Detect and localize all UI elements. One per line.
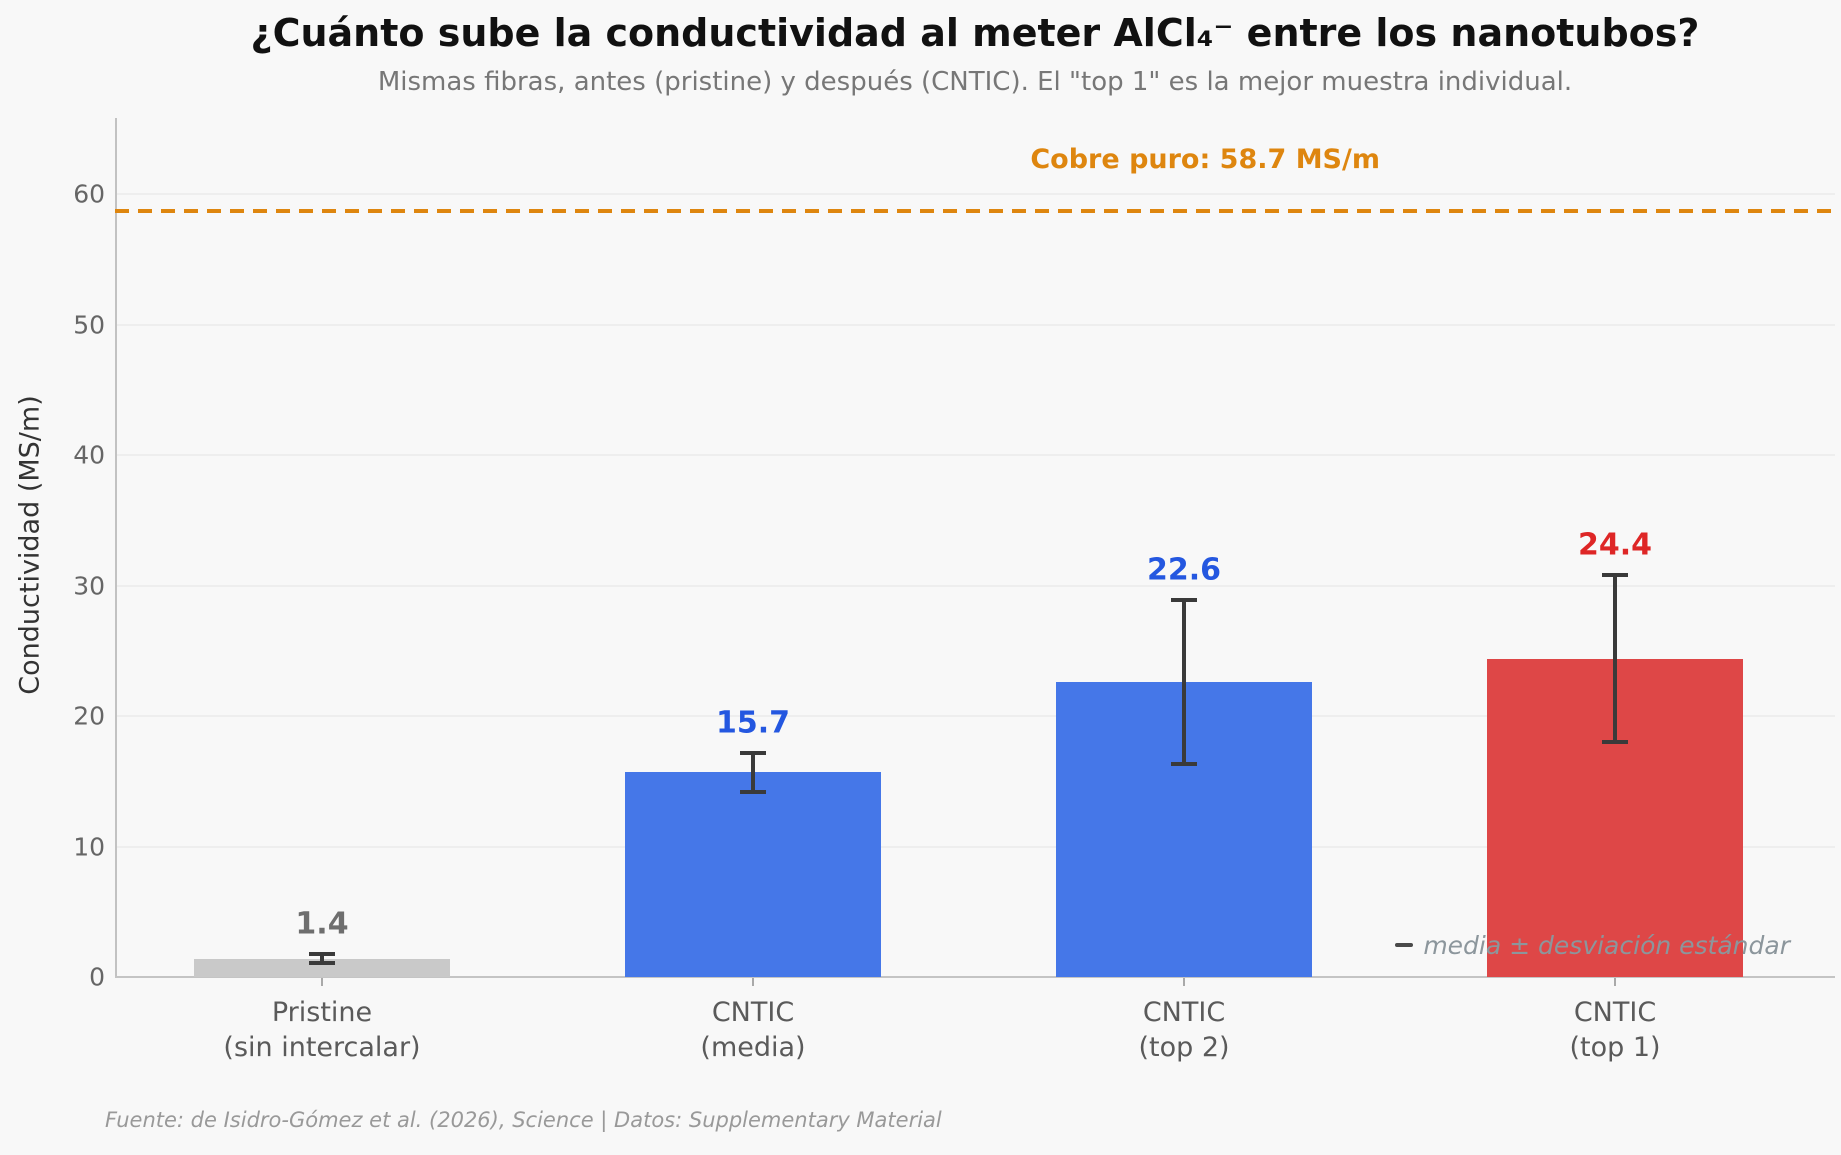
chart-subtitle: Mismas fibras, antes (pristine) y despué… — [377, 67, 1573, 97]
chart-header: ¿Cuánto sube la conductividad al meter A… — [115, 0, 1835, 99]
bar — [194, 958, 450, 977]
y-axis-spine — [115, 118, 117, 977]
gridline — [115, 323, 1835, 326]
error-bar-cap-top — [309, 952, 335, 957]
error-bar-cap-top — [1602, 573, 1628, 578]
error-bar-stem — [1613, 575, 1617, 743]
bar-value-label: 15.7 — [715, 705, 791, 741]
y-tick-label: 50 — [73, 310, 105, 339]
reference-line — [115, 208, 1835, 213]
y-tick-label: 10 — [73, 832, 105, 861]
bar — [625, 772, 881, 977]
x-tick-mark — [1614, 978, 1616, 986]
error-bar-cap-bottom — [740, 789, 766, 794]
x-tick-label: CNTIC (top 1) — [1569, 997, 1661, 1063]
error-bar-cap-bottom — [1171, 762, 1197, 767]
x-tick-label: Pristine (sin intercalar) — [223, 997, 421, 1063]
x-tick-mark — [752, 978, 754, 986]
legend-label: media ± desviación estándar — [1423, 931, 1790, 960]
y-tick-label: 20 — [73, 701, 105, 731]
error-bar-stem — [751, 752, 755, 792]
error-bar-cap-top — [740, 750, 766, 755]
x-tick-mark — [321, 978, 323, 986]
gridline — [115, 845, 1835, 848]
gridline — [115, 584, 1835, 587]
chart-title: ¿Cuánto sube la conductividad al meter A… — [250, 11, 1700, 55]
gridline — [115, 454, 1835, 456]
source-note: Fuente: de Isidro-Gómez et al. (2026), S… — [105, 1108, 942, 1132]
error-bar-stem — [1182, 599, 1186, 765]
y-tick-label: 60 — [73, 179, 105, 209]
x-axis-baseline — [115, 976, 1835, 978]
y-tick-label: 0 — [89, 962, 105, 992]
error-bar-stem — [320, 954, 324, 964]
error-bar-legend-marker-icon — [1395, 943, 1414, 947]
reference-line-label: Cobre puro: 58.7 MS/m — [1030, 144, 1380, 175]
gridline — [115, 715, 1835, 717]
bar-value-label: 1.4 — [295, 906, 349, 942]
bar-value-label: 22.6 — [1146, 552, 1222, 588]
legend: media ± desviación estándar — [1395, 931, 1790, 960]
error-bar-cap-bottom — [1602, 740, 1628, 745]
error-bar-cap-bottom — [309, 961, 335, 966]
x-tick-mark — [1183, 978, 1185, 986]
gridline — [115, 193, 1835, 195]
error-bar-cap-top — [1171, 597, 1197, 602]
y-tick-label: 40 — [73, 440, 105, 470]
y-tick-label: 30 — [73, 571, 105, 600]
x-tick-label: CNTIC (media) — [700, 997, 806, 1063]
x-tick-label: CNTIC (top 2) — [1138, 997, 1230, 1063]
bar-value-label: 24.4 — [1577, 527, 1653, 563]
